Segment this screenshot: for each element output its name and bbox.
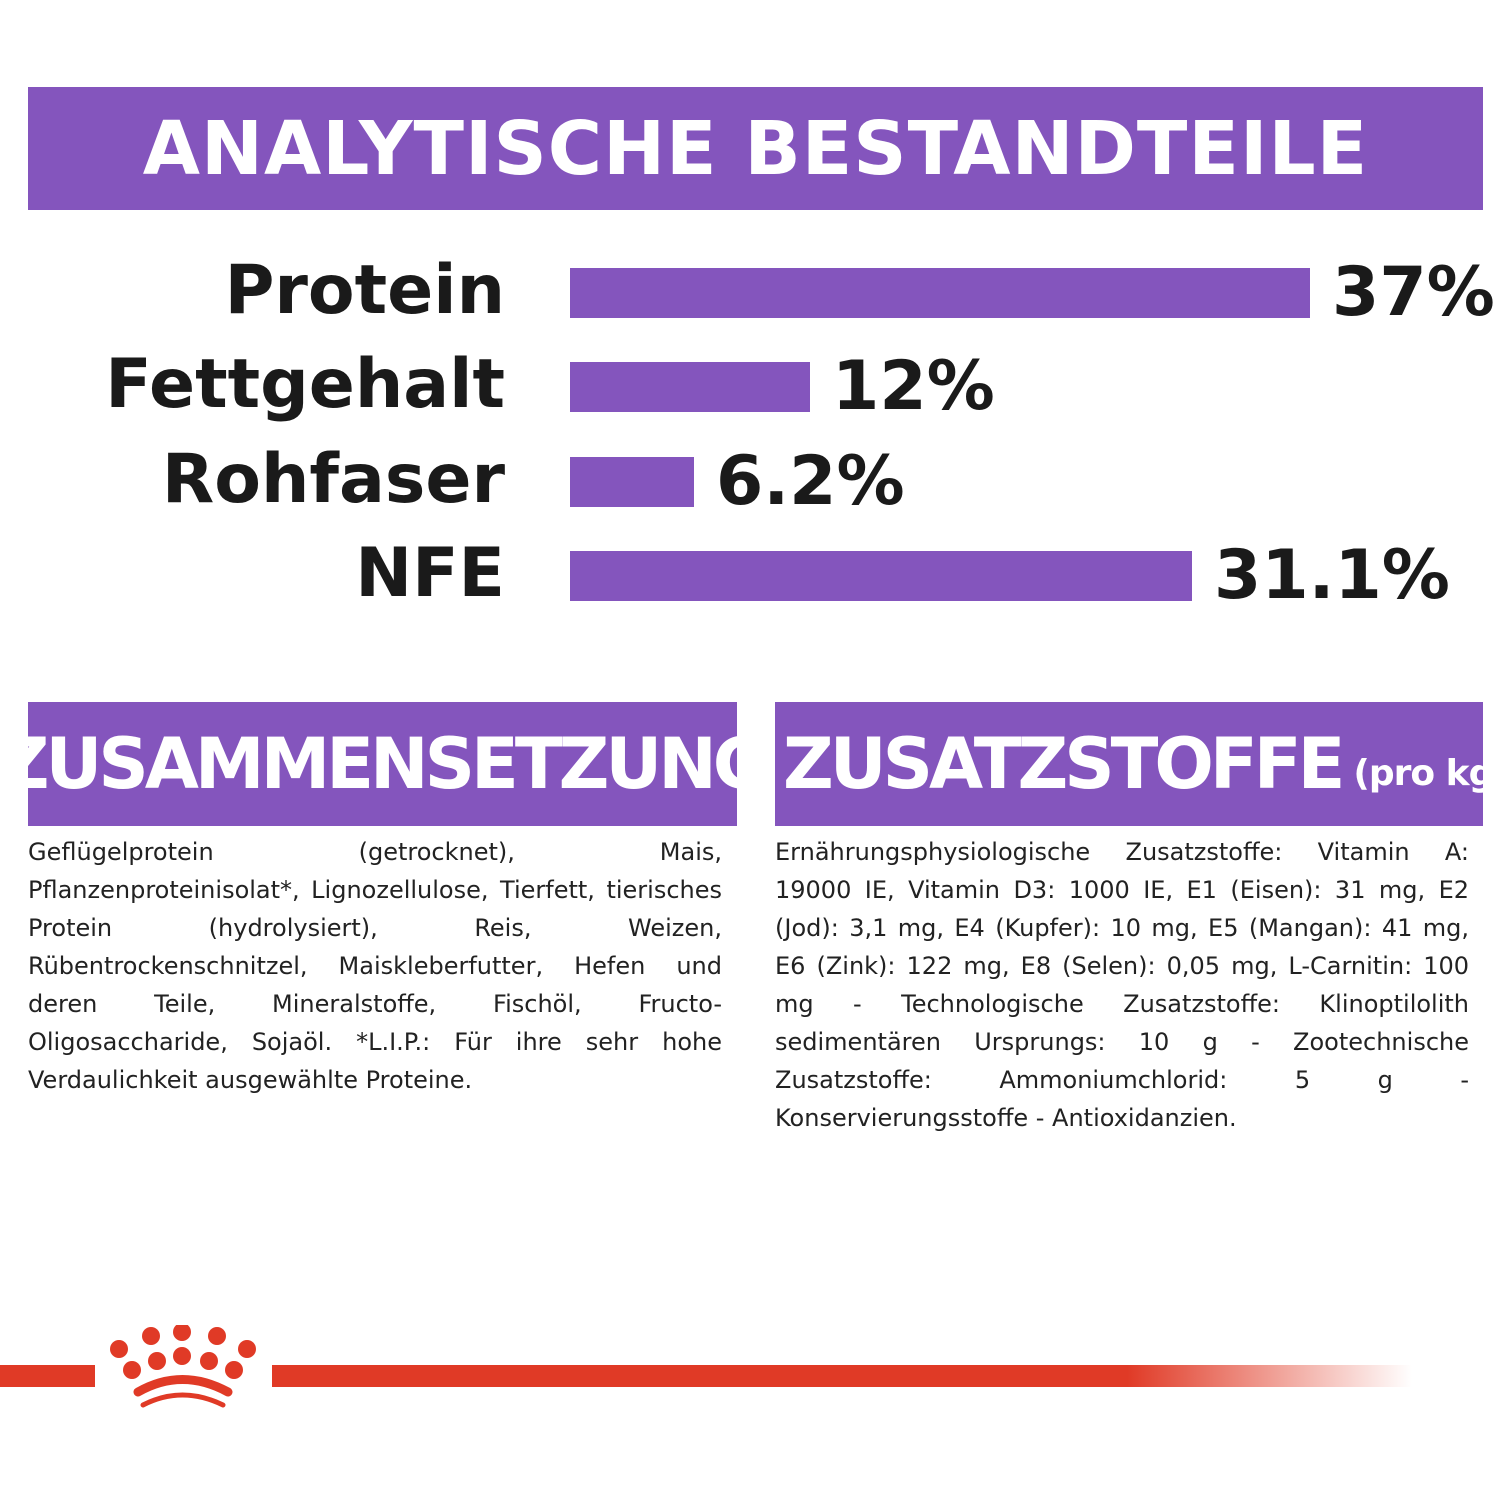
bar-protein — [570, 268, 1310, 318]
bar-rohfaser — [570, 457, 694, 507]
additives-header: ZUSATZSTOFFE (pro kg) — [775, 702, 1500, 826]
bar-label: Fettgehalt — [105, 345, 505, 424]
main-header: ANALYTISCHE BESTANDTEILE — [28, 87, 1483, 210]
brand-line-right — [272, 1365, 1412, 1387]
additives-title: ZUSATZSTOFFE — [783, 723, 1345, 805]
brand-line-left — [0, 1365, 95, 1387]
bar-fettgehalt — [570, 362, 810, 412]
bar-label: NFE — [355, 534, 505, 613]
royal-canin-crown-logo — [110, 1325, 256, 1408]
bar-label: Rohfaser — [161, 440, 505, 519]
main-header-title: ANALYTISCHE BESTANDTEILE — [142, 105, 1369, 192]
bar-value-label: 12% — [832, 347, 995, 426]
bar-value-label: 6.2% — [716, 442, 905, 521]
composition-text: Geflügelprotein (getrocknet), Mais, Pfla… — [28, 838, 722, 1094]
bar-value-label: 31.1% — [1214, 536, 1450, 615]
composition-title: ZUSAMMENSETZUNG — [0, 723, 770, 805]
additives-subtitle: (pro kg) — [1353, 752, 1500, 794]
composition-header: ZUSAMMENSETZUNG — [0, 702, 770, 826]
bar-nfe — [570, 551, 1192, 601]
bar-label: Protein — [224, 251, 505, 330]
additives-text: Ernährungsphysiologische Zusatzstoffe: V… — [775, 838, 1469, 1132]
bar-value-label: 37% — [1332, 253, 1495, 332]
